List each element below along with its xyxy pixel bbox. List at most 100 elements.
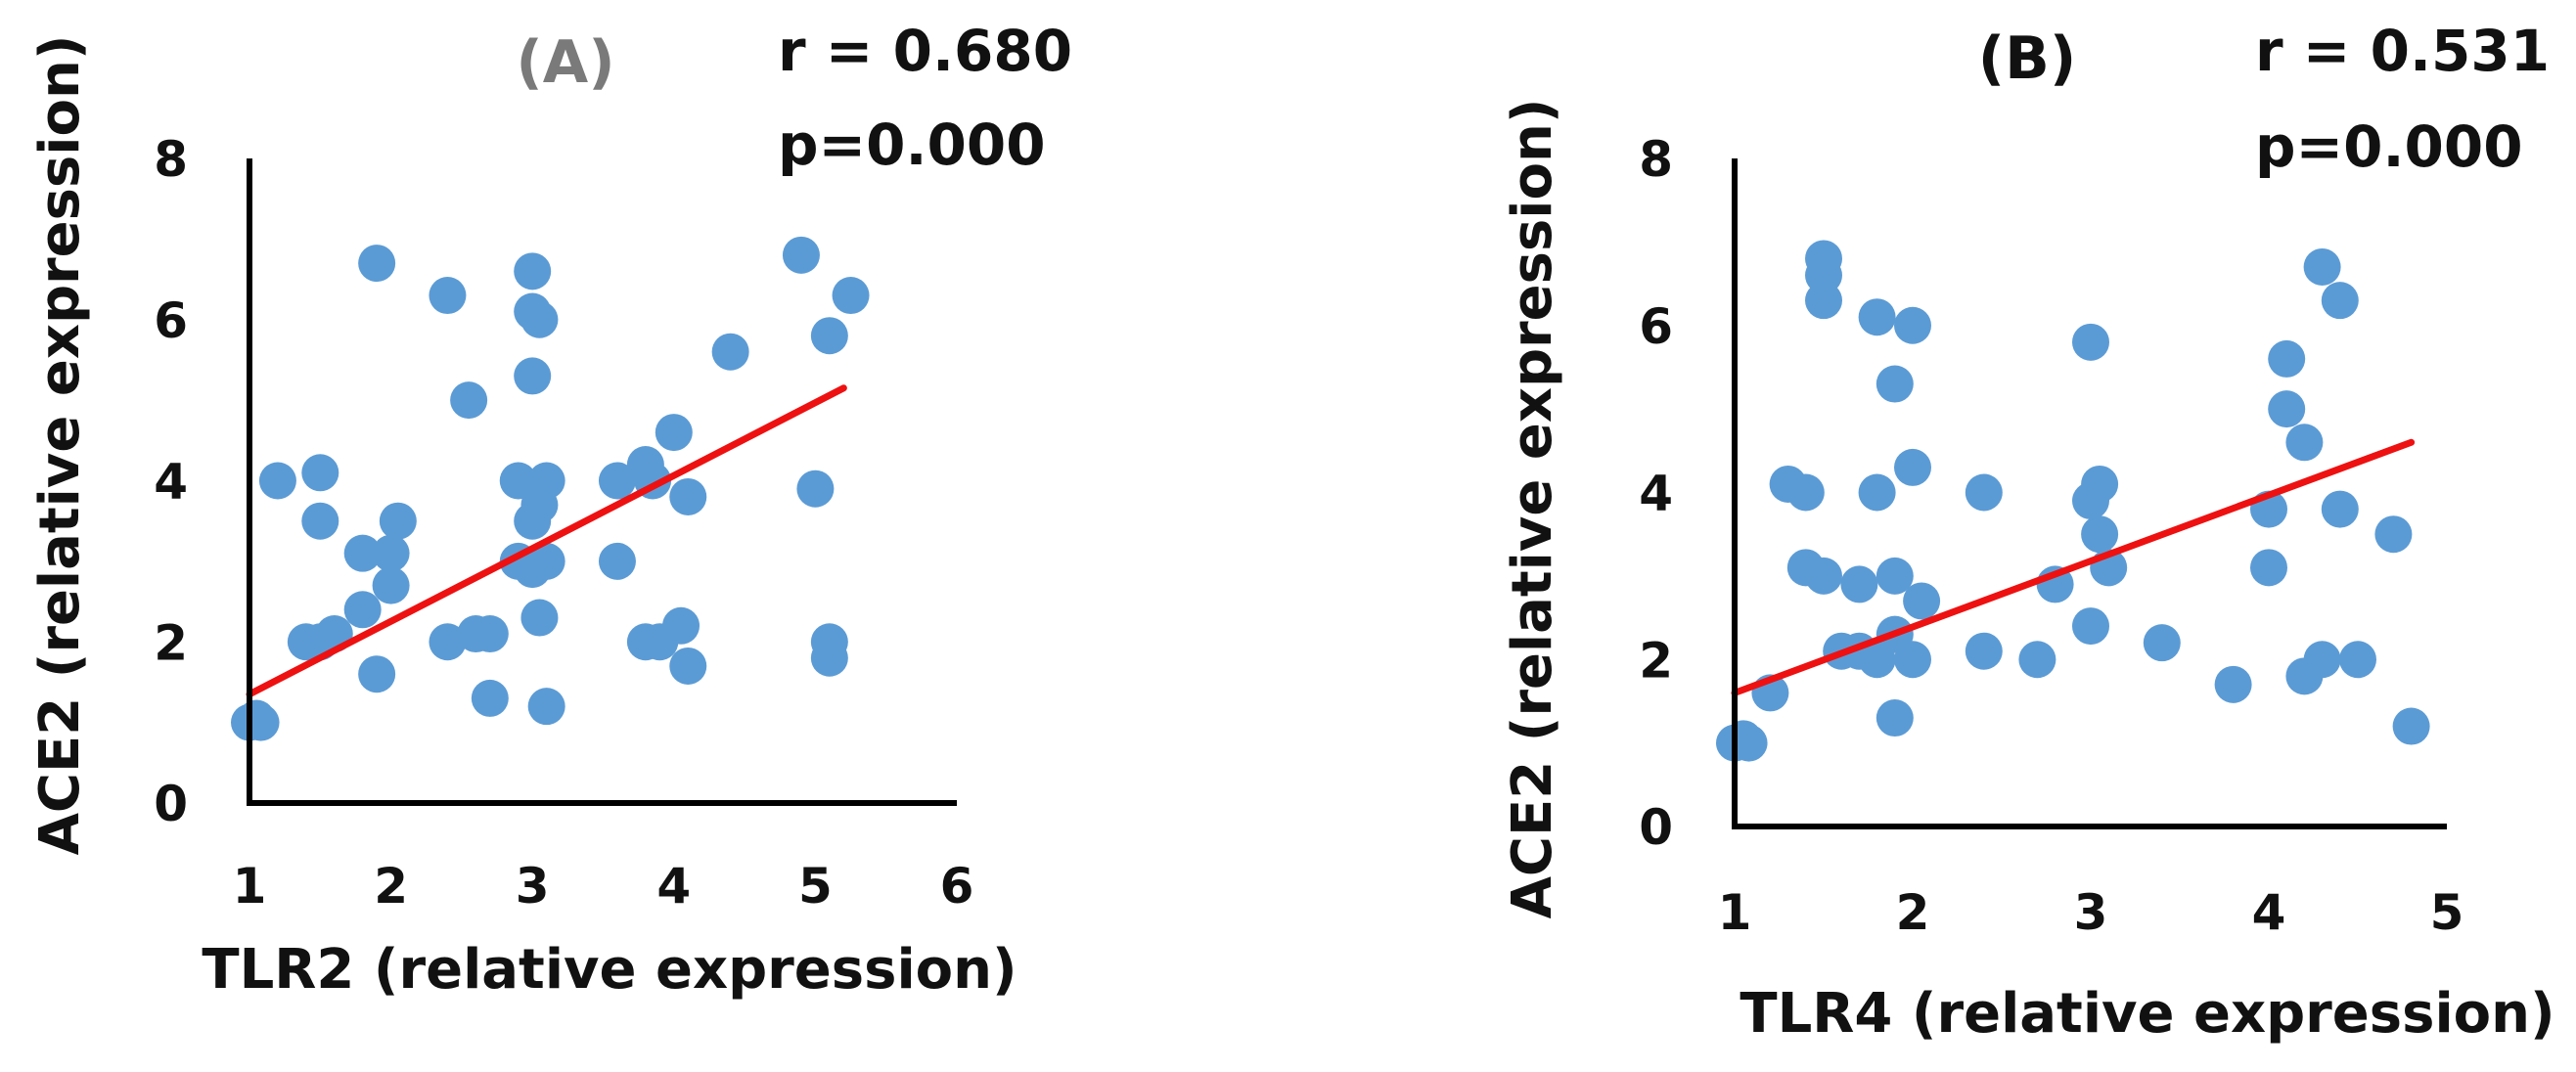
panel-a-data-point xyxy=(343,591,382,629)
panel-a-y-tick-label: 2 xyxy=(154,614,188,671)
panel-a-data-point xyxy=(258,462,296,500)
panel-b-data-point xyxy=(1805,557,1842,595)
panel-b-data-point xyxy=(1894,641,1931,679)
panel-b-trendline xyxy=(1731,438,2416,696)
panel-a-data-point xyxy=(527,688,565,726)
panel-b-r-value: r = 0.531 xyxy=(2255,18,2550,84)
panel-a-data-point xyxy=(514,252,552,290)
panel-b-y-tick-label: 2 xyxy=(1639,632,1673,689)
panel-a-data-point xyxy=(655,414,693,452)
panel-b-data-point xyxy=(1805,282,1842,320)
panel-b-data-point xyxy=(2143,624,2181,662)
panel-b-x-tick-label: 3 xyxy=(2074,884,2108,941)
panel-a-x-tick-label: 2 xyxy=(374,858,408,915)
panel-b-data-point xyxy=(2392,707,2430,745)
panel-a-data-point xyxy=(520,486,559,524)
panel-a-data-point xyxy=(598,462,636,500)
panel-b-data-point xyxy=(2081,515,2119,554)
panel-a-data-point xyxy=(301,502,339,540)
panel-a-x-tick-label: 3 xyxy=(516,858,550,915)
panel-b-y-tick-label: 0 xyxy=(1639,799,1673,856)
panel-a-y-tick-label: 0 xyxy=(154,776,188,832)
panel-a-data-point xyxy=(471,615,509,653)
panel-a-trendline xyxy=(246,384,847,698)
panel-b-y-tick-label: 6 xyxy=(1639,298,1673,355)
panel-b-data-point xyxy=(1876,699,1914,737)
panel-a-data-point xyxy=(429,623,467,661)
panel-b-data-point xyxy=(2268,339,2306,378)
panel-a-data-point xyxy=(358,245,396,283)
panel-a-data-point xyxy=(598,542,636,580)
panel-b-x-axis-label: TLR4 (relative expression) xyxy=(1740,982,2554,1046)
panel-a-data-point xyxy=(471,679,509,717)
panel-a-data-point xyxy=(669,647,707,685)
panel-b-data-point xyxy=(2321,490,2359,528)
panel-b-data-point xyxy=(1858,473,1896,512)
panel-a-x-tick-label: 6 xyxy=(940,858,974,915)
panel-b-data-point xyxy=(2072,323,2109,361)
panel-a-data-point xyxy=(301,454,339,492)
panel-a-data-point xyxy=(343,534,382,572)
panel-b-y-tick-label: 8 xyxy=(1639,131,1673,188)
panel-b-p-value: p=0.000 xyxy=(2255,113,2523,180)
panel-a-y-tick-label: 4 xyxy=(154,454,188,511)
panel-a-r-value: r = 0.680 xyxy=(778,18,1072,84)
panel-b-data-point xyxy=(2250,549,2287,587)
panel-b-y-axis-label: ACE2 (relative expression) xyxy=(1501,99,1564,919)
panel-b-data-point xyxy=(1786,473,1825,512)
panel-b-x-tick-label: 1 xyxy=(1718,884,1752,941)
panel-a-data-point xyxy=(832,277,870,315)
panel-b-data-point xyxy=(2303,247,2341,286)
panel-b-data-point xyxy=(2214,665,2252,703)
panel-b-data-point xyxy=(2081,465,2119,503)
panel-b-x-tick-label: 2 xyxy=(1896,884,1930,941)
panel-a-data-point xyxy=(810,639,848,677)
panel-b-data-point xyxy=(2321,282,2359,320)
panel-a-data-point xyxy=(782,236,820,274)
panel-b-data-point xyxy=(1840,565,1878,603)
panel-b-label: (B) xyxy=(1978,24,2077,93)
panel-a-data-point xyxy=(514,357,552,395)
panel-a-y-tick-label: 6 xyxy=(154,292,188,349)
panel-b-data-point xyxy=(1965,632,2003,670)
panel-a-data-point xyxy=(379,502,417,540)
panel-a-data-point xyxy=(810,317,848,355)
panel-b-data-point xyxy=(1876,365,1914,403)
panel-a-data-point xyxy=(429,277,467,315)
panel-b-x-tick-label: 5 xyxy=(2430,884,2464,941)
panel-b-data-point xyxy=(2339,641,2376,679)
panel-a-data-point xyxy=(372,566,410,604)
panel-a-y-axis-label: ACE2 (relative expression) xyxy=(28,35,92,856)
panel-b-data-point xyxy=(2285,424,2324,462)
panel-a-data-point xyxy=(450,381,488,420)
panel-b-data-point xyxy=(1965,473,2003,512)
panel-b-x-tick-label: 4 xyxy=(2252,884,2286,941)
panel-b-data-point xyxy=(2374,515,2413,554)
panel-b-data-point xyxy=(1730,724,1768,762)
panel-a-data-point xyxy=(372,534,410,572)
panel-b-data-point xyxy=(2018,641,2056,679)
panel-a-x-tick-label: 5 xyxy=(798,858,833,915)
panel-a-data-point xyxy=(711,333,749,371)
panel-b-data-point xyxy=(1894,448,1931,486)
panel-a-y-tick-label: 8 xyxy=(154,131,188,188)
panel-b-data-point xyxy=(2268,390,2306,428)
panel-a-x-axis-label: TLR2 (relative expression) xyxy=(202,938,1017,1002)
panel-b-data-point xyxy=(1858,298,1896,336)
panel-a-label: (A) xyxy=(516,28,614,97)
panel-b-y-tick-label: 4 xyxy=(1639,466,1673,522)
panel-a-data-point xyxy=(669,477,707,515)
panel-a-data-point xyxy=(520,599,559,637)
panel-a-x-tick-label: 4 xyxy=(656,858,691,915)
panel-a-x-tick-label: 1 xyxy=(233,858,267,915)
panel-a-data-point xyxy=(796,469,835,508)
panel-b-data-point xyxy=(2303,641,2341,679)
panel-a-p-value: p=0.000 xyxy=(778,112,1046,178)
panel-a-data-point xyxy=(514,551,552,589)
panel-b-data-point xyxy=(1894,306,1931,344)
panel-a-data-point xyxy=(499,462,537,500)
panel-a-data-point xyxy=(358,655,396,693)
panel-a-scatter: (A) r = 0.680 p=0.000 ACE2 (relative exp… xyxy=(28,18,1072,1002)
panel-b-data-point xyxy=(2072,607,2109,646)
